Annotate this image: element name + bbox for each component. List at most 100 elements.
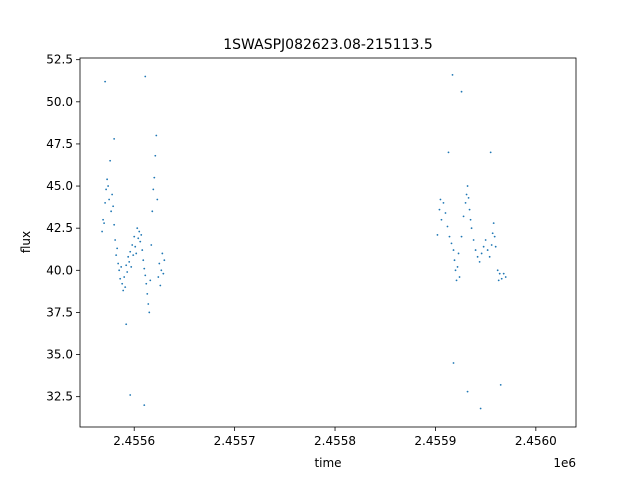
data-point: [140, 234, 143, 236]
data-point: [476, 255, 479, 258]
data-point: [478, 260, 481, 263]
data-point: [439, 198, 442, 201]
y-tick-label: 52.5: [46, 53, 73, 67]
data-point: [490, 244, 493, 246]
data-point: [462, 215, 465, 218]
data-point: [464, 202, 467, 204]
data-point: [110, 210, 113, 213]
x-tick-label: 2.4557: [214, 434, 256, 448]
data-point: [504, 276, 507, 278]
data-point: [121, 282, 124, 285]
data-point: [466, 185, 469, 187]
data-point: [112, 205, 115, 208]
data-points: [101, 73, 507, 410]
data-point: [446, 225, 449, 228]
x-tick-label: 2.4556: [113, 434, 155, 448]
data-point: [132, 254, 135, 257]
data-point: [129, 394, 132, 396]
data-point: [117, 262, 120, 265]
data-point: [162, 272, 165, 275]
data-point: [492, 222, 495, 225]
data-point: [460, 235, 463, 238]
data-point: [123, 276, 126, 278]
data-point: [144, 75, 147, 78]
plot-frame: [79, 57, 577, 428]
data-point: [108, 198, 111, 201]
data-point: [161, 252, 164, 255]
data-point: [442, 202, 445, 204]
data-point: [114, 239, 117, 241]
data-point: [147, 303, 150, 305]
data-point: [157, 276, 160, 278]
data-point: [153, 176, 156, 179]
data-point: [494, 245, 497, 248]
y-tick-label: 47.5: [46, 137, 73, 151]
data-point: [109, 159, 112, 162]
data-point: [139, 240, 142, 243]
data-point: [116, 247, 119, 250]
data-point: [460, 90, 463, 93]
data-point: [159, 284, 162, 287]
data-point: [454, 269, 457, 272]
data-point: [104, 202, 107, 204]
data-point: [484, 239, 487, 241]
data-point: [496, 269, 499, 272]
data-point: [467, 196, 470, 199]
data-point: [452, 362, 455, 364]
data-point: [115, 254, 118, 257]
data-point: [489, 151, 492, 154]
data-point: [141, 249, 144, 251]
data-point: [135, 252, 138, 255]
y-tick-label: 45.0: [46, 179, 73, 193]
data-point: [156, 198, 159, 201]
data-point: [124, 286, 127, 289]
data-point: [457, 252, 460, 255]
data-point: [101, 230, 103, 233]
data-point: [144, 274, 147, 277]
data-point: [145, 282, 148, 285]
data-point: [134, 245, 137, 248]
data-point: [447, 151, 450, 154]
data-point: [456, 266, 459, 268]
data-point: [129, 250, 132, 253]
data-point: [105, 188, 108, 191]
y-tick-label: 42.5: [46, 221, 73, 235]
data-point: [143, 267, 146, 270]
y-tick-label: 32.5: [46, 390, 73, 404]
y-tick-label: 40.0: [46, 263, 73, 277]
data-point: [138, 230, 141, 233]
data-point: [480, 252, 483, 255]
data-point: [154, 154, 157, 157]
data-point: [120, 266, 123, 268]
data-point: [469, 218, 472, 221]
data-point: [502, 272, 505, 275]
data-point: [107, 185, 110, 187]
x-axis-label: time: [314, 456, 341, 470]
chart-title: 1SWASPJ082623.08-215113.5: [223, 37, 432, 53]
data-point: [158, 262, 161, 265]
data-point: [131, 244, 134, 246]
data-point: [468, 208, 471, 211]
data-point: [451, 73, 454, 76]
data-point: [126, 271, 129, 273]
data-point: [500, 277, 503, 280]
data-point: [448, 235, 451, 238]
data-point: [497, 279, 500, 282]
data-point: [148, 311, 151, 314]
data-point: [452, 249, 455, 251]
data-point: [125, 264, 128, 267]
data-point: [149, 279, 152, 282]
data-point: [470, 227, 473, 230]
data-point: [111, 193, 114, 196]
data-point: [125, 323, 128, 326]
data-point: [499, 383, 502, 386]
data-point: [103, 222, 105, 225]
data-point: [450, 242, 453, 245]
data-point: [136, 227, 139, 230]
data-point: [438, 208, 441, 211]
y-axis-label: flux: [19, 231, 33, 253]
x-tick-label: 2.4558: [314, 434, 356, 448]
y-axis: 32.5 35.0 37.5 40.0 42.5 45.0 47.5 50.0 52.5: [46, 53, 80, 404]
